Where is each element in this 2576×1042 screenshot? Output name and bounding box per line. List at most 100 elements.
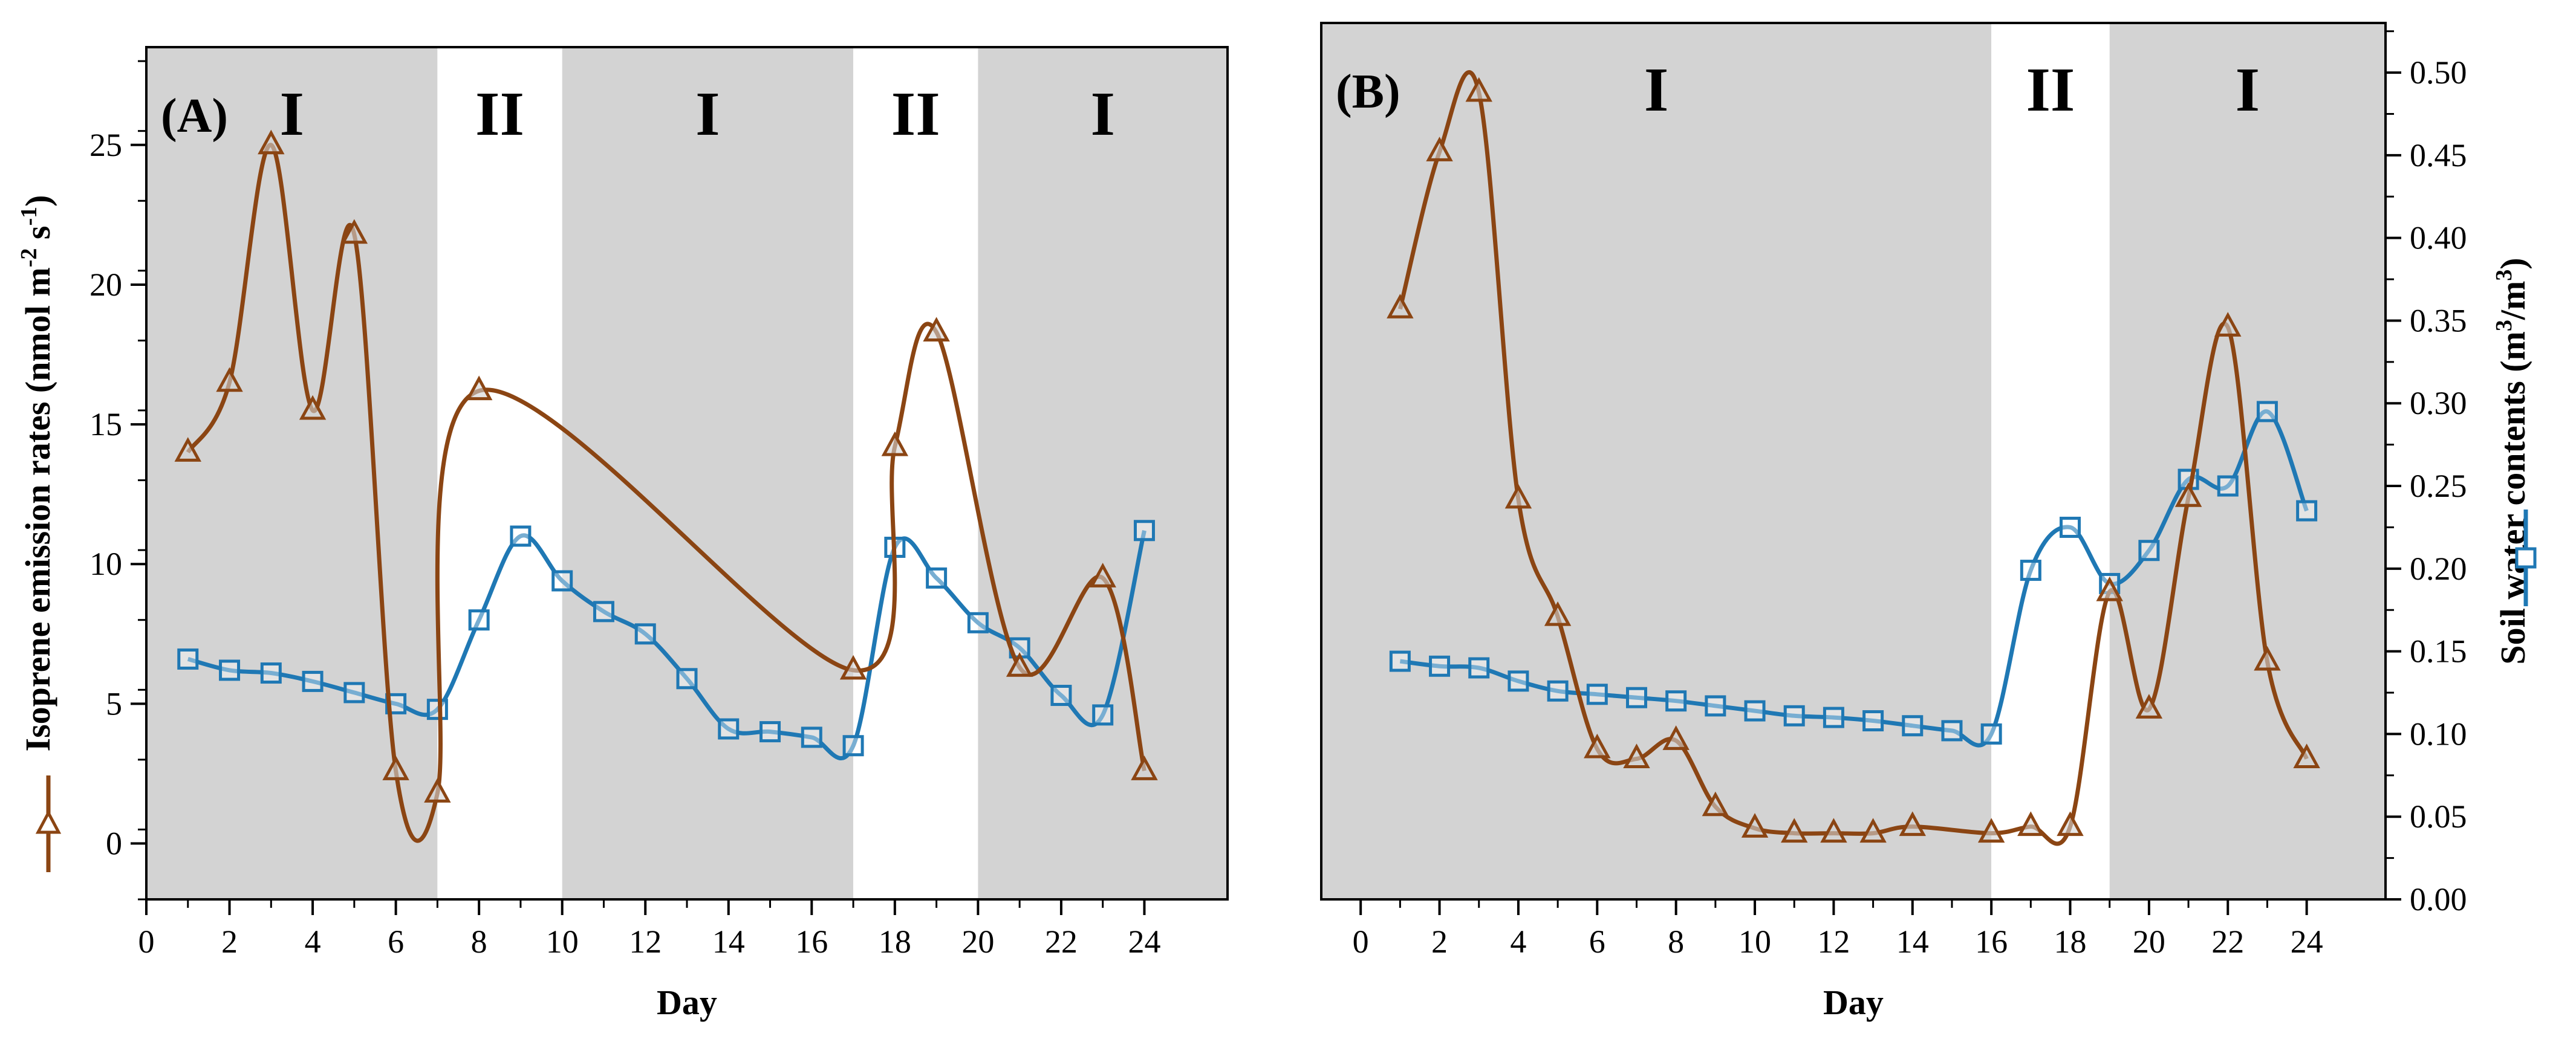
y-tick-label: 0 [106, 826, 122, 862]
square-marker [510, 525, 532, 547]
square-marker [1050, 685, 1072, 707]
triangle-marker [2293, 743, 2320, 768]
phase-region [146, 47, 438, 899]
phase-label: II [891, 79, 940, 149]
triangle-marker [382, 756, 409, 780]
y-tick-label: 0.35 [2410, 302, 2467, 338]
phase-region [1991, 23, 2110, 899]
square-marker [926, 567, 948, 589]
phase-region [978, 47, 1228, 899]
triangle-marker [299, 395, 327, 420]
x-tick-label: 24 [1128, 924, 1160, 960]
phase-label: I [1644, 55, 1668, 125]
y-tick-label: 5 [106, 685, 122, 722]
phase-label: I [2236, 55, 2260, 125]
triangle-marker [1702, 791, 1729, 817]
x-tick-label: 10 [546, 924, 579, 960]
y-tick-label: 0.15 [2410, 633, 2467, 670]
x-tick-label: 2 [221, 924, 238, 960]
x-tick-label: 8 [1668, 924, 1684, 960]
triangle-marker [1741, 813, 1769, 838]
y-tick-label: 0.50 [2410, 54, 2467, 91]
square-marker [2217, 475, 2239, 497]
panel-label: (A) [161, 89, 228, 143]
y-tick-label: 10 [89, 546, 122, 582]
square-marker [801, 726, 822, 748]
square-marker [967, 612, 989, 633]
triangle-marker [465, 375, 493, 401]
triangle-marker [1859, 818, 1887, 843]
triangle-marker [1504, 484, 1532, 509]
square-marker [842, 735, 864, 757]
y-axis-title-sup: -2 [16, 248, 42, 268]
square-marker [2256, 401, 2278, 422]
square-marker [1508, 670, 1529, 692]
square-marker [1980, 723, 2002, 745]
square-marker [1586, 684, 1608, 705]
x-tick-label: 16 [1975, 924, 2008, 960]
square-marker [1705, 695, 1726, 717]
square-marker [759, 721, 781, 743]
phase-label: I [1090, 79, 1114, 149]
series-line [1398, 70, 2309, 846]
phase-region [562, 47, 854, 899]
phase-label: I [279, 79, 304, 149]
x-tick-label: 6 [1589, 924, 1605, 960]
legend-triangle-marker [35, 809, 62, 834]
square-marker [1744, 700, 1766, 722]
square-marker [1783, 705, 1805, 726]
x-tick-label: 0 [138, 924, 155, 960]
x-tick-label: 0 [1353, 924, 1369, 960]
triangle-marker [1465, 77, 1492, 102]
y-tick-label: 25 [89, 127, 122, 163]
square-marker [1902, 715, 1924, 737]
x-axis-title: Day [1823, 983, 1884, 1022]
square-marker [676, 668, 698, 690]
triangle-marker [1131, 756, 1158, 780]
y-tick-label: 0.20 [2410, 551, 2467, 587]
triangle-marker [1977, 818, 2005, 843]
triangle-marker [1006, 652, 1033, 677]
x-tick-label: 18 [879, 924, 911, 960]
x-tick-label: 14 [712, 924, 745, 960]
triangle-marker [1544, 601, 1572, 626]
y-tick-label: 0.40 [2410, 220, 2467, 256]
triangle-marker [839, 655, 867, 680]
triangle-marker [258, 129, 285, 155]
y-axis-title: Isoprene emission rates (nmol m-2 s-1) [16, 195, 57, 752]
square-marker [219, 659, 241, 681]
square-marker [718, 718, 740, 740]
x-tick-label: 10 [1738, 924, 1771, 960]
x-tick-label: 22 [1045, 924, 1078, 960]
square-marker [2060, 516, 2081, 538]
square-marker [1665, 690, 1687, 712]
x-tick-label: 20 [2133, 924, 2165, 960]
square-marker [2138, 540, 2160, 561]
square-marker [426, 699, 448, 720]
triangle-marker [881, 431, 909, 456]
legend-square-marker [2515, 547, 2537, 569]
square-marker [468, 609, 490, 631]
triangle-marker [1662, 725, 1690, 750]
square-marker [260, 662, 282, 684]
panel-a: I II I II I(A)0 2 4 6 8 10 12 14 16 18 20 22 24Day051015… [16, 46, 1229, 1022]
square-marker [1941, 720, 1963, 742]
y-tick-label: 0.45 [2410, 137, 2467, 173]
square-marker [2296, 500, 2318, 522]
triangle-marker [1781, 818, 1808, 843]
triangle-marker [2254, 646, 2281, 671]
x-tick-label: 4 [305, 924, 321, 960]
triangle-marker [1899, 811, 1926, 837]
triangle-marker [1820, 818, 1847, 843]
square-marker [1389, 650, 1411, 672]
square-marker [177, 648, 199, 670]
phase-region [853, 47, 978, 899]
y-tick-label: 20 [89, 267, 122, 303]
y-tick-label: 15 [89, 406, 122, 442]
panel-label: (B) [1336, 65, 1400, 118]
square-marker [1429, 655, 1451, 677]
phase-region [1321, 23, 1992, 899]
triangle-marker [2135, 694, 2163, 719]
x-tick-label: 22 [2211, 924, 2244, 960]
